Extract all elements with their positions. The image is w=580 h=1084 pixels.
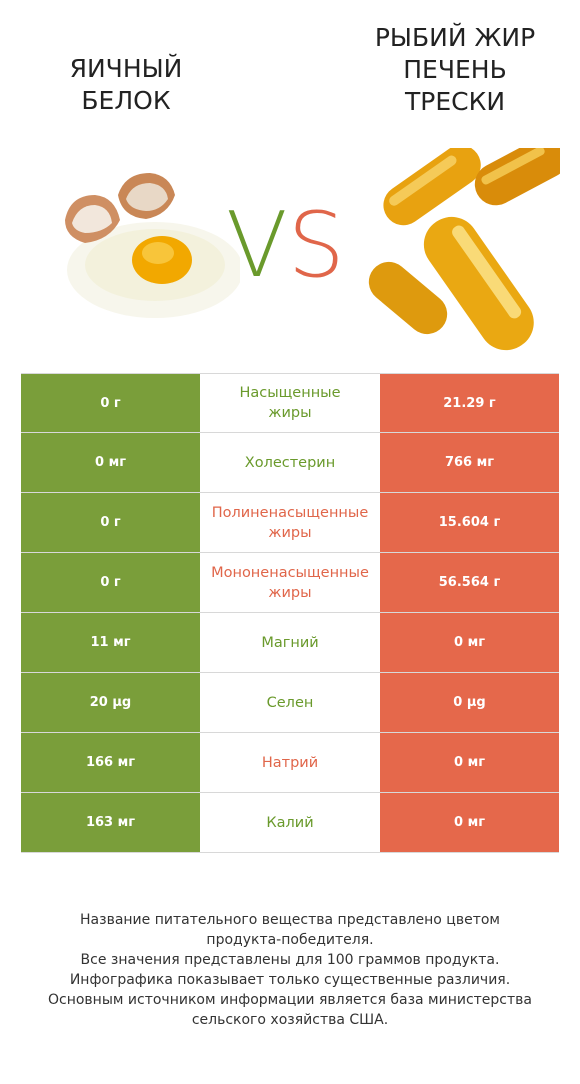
nutrient-label: Селен <box>201 673 379 732</box>
table-row: 0 г Полиненасыщенные жиры 15.604 г <box>21 493 559 553</box>
right-value: 0 мг <box>379 613 559 672</box>
nutrient-label: Холестерин <box>201 433 379 492</box>
nutrient-label: Полиненасыщенные жиры <box>201 493 379 552</box>
left-value: 0 г <box>21 493 201 552</box>
right-value: 21.29 г <box>379 374 559 432</box>
left-value: 20 µg <box>21 673 201 732</box>
table-row: 0 г Насыщенные жиры 21.29 г <box>21 373 559 433</box>
right-value: 56.564 г <box>379 553 559 612</box>
nutrient-label: Мононенасыщенные жиры <box>201 553 379 612</box>
fish-oil-capsules-image <box>368 148 560 351</box>
table-row: 166 мг Натрий 0 мг <box>21 733 559 793</box>
table-row: 20 µg Селен 0 µg <box>21 673 559 733</box>
left-value: 0 г <box>21 374 201 432</box>
right-value: 766 мг <box>379 433 559 492</box>
right-value: 15.604 г <box>379 493 559 552</box>
right-value: 0 мг <box>379 733 559 792</box>
table-row: 163 мг Калий 0 мг <box>21 793 559 853</box>
nutrient-label: Калий <box>201 793 379 852</box>
left-value: 0 мг <box>21 433 201 492</box>
left-value: 166 мг <box>21 733 201 792</box>
vs-label: VS <box>226 196 345 296</box>
left-value: 11 мг <box>21 613 201 672</box>
egg-image <box>65 173 240 318</box>
right-product-title: РЫБИЙ ЖИР ПЕЧЕНЬ ТРЕСКИ <box>374 23 536 116</box>
nutrient-label: Насыщенные жиры <box>201 374 379 432</box>
table-row: 0 мг Холестерин 766 мг <box>21 433 559 493</box>
nutrient-label: Магний <box>201 613 379 672</box>
left-product-title: ЯИЧНЫЙ БЕЛОК <box>69 54 183 115</box>
table-row: 0 г Мононенасыщенные жиры 56.564 г <box>21 553 559 613</box>
left-value: 163 мг <box>21 793 201 852</box>
table-row: 11 мг Магний 0 мг <box>21 613 559 673</box>
left-value: 0 г <box>21 553 201 612</box>
right-value: 0 мг <box>379 793 559 852</box>
vs-v: V <box>226 193 288 298</box>
right-value: 0 µg <box>379 673 559 732</box>
footer-note: Название питательного вещества представл… <box>48 912 532 1028</box>
nutrient-label: Натрий <box>201 733 379 792</box>
vs-s: S <box>287 193 345 298</box>
